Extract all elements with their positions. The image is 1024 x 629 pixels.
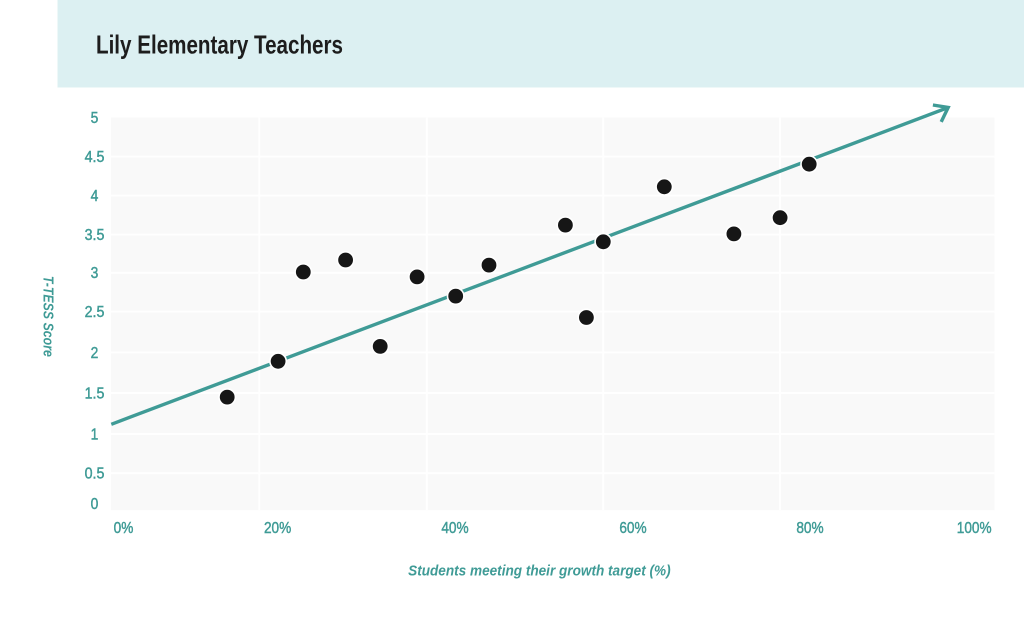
svg-text:3: 3 (91, 265, 99, 282)
svg-text:4: 4 (91, 188, 99, 205)
svg-text:100%: 100% (957, 520, 992, 537)
svg-text:0.5: 0.5 (85, 466, 105, 483)
svg-text:40%: 40% (441, 520, 468, 537)
svg-text:1.5: 1.5 (85, 385, 105, 402)
svg-text:60%: 60% (619, 520, 646, 537)
svg-text:20%: 20% (264, 520, 291, 537)
svg-text:4.5: 4.5 (85, 149, 105, 166)
svg-text:3.5: 3.5 (85, 227, 105, 244)
svg-text:1: 1 (91, 426, 99, 443)
svg-text:0%: 0% (114, 520, 134, 537)
svg-text:Students meeting their growth: Students meeting their growth target (%) (408, 564, 671, 580)
svg-text:2: 2 (91, 345, 99, 362)
svg-text:80%: 80% (796, 520, 823, 537)
svg-text:Lily Elementary Teachers: Lily Elementary Teachers (96, 30, 343, 60)
svg-text:0: 0 (91, 496, 99, 513)
svg-text:2.5: 2.5 (85, 304, 105, 321)
svg-text:5: 5 (91, 110, 99, 127)
svg-text:T-TESS Score: T-TESS Score (40, 276, 56, 357)
